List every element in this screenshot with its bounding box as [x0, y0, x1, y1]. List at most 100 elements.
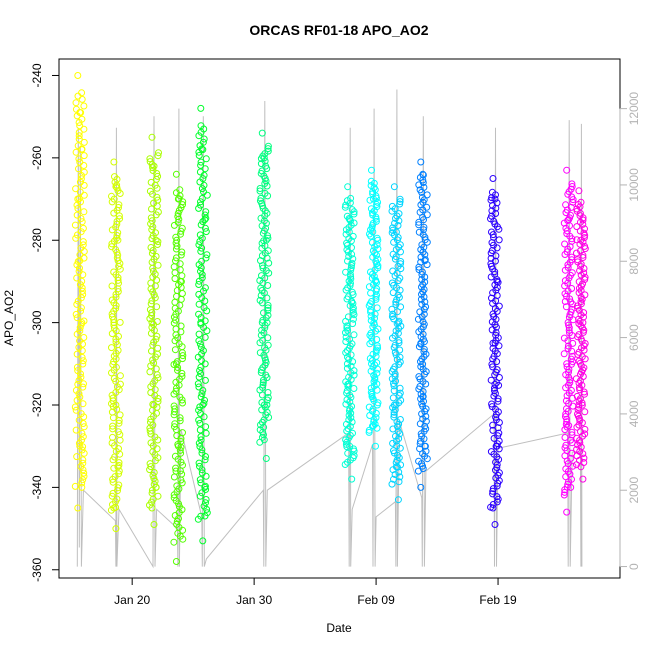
data-point: [71, 403, 79, 411]
data-point: [116, 411, 124, 419]
data-point: [574, 410, 581, 418]
data-point: [580, 459, 588, 466]
y-right-tick-label: 12000: [627, 92, 641, 126]
data-point: [76, 393, 84, 401]
data-point: [392, 301, 400, 308]
flight-group: [388, 183, 405, 504]
data-point: [577, 443, 585, 451]
data-point: [396, 444, 404, 452]
data-point: [567, 454, 575, 462]
data-point: [201, 456, 209, 464]
data-point: [177, 251, 185, 259]
data-point: [147, 439, 155, 447]
data-point: [493, 199, 501, 207]
data-point: [177, 438, 185, 445]
data-point: [147, 279, 155, 287]
flight-group: [572, 187, 589, 483]
data-point: [150, 521, 158, 528]
data-point: [373, 304, 381, 312]
data-point: [172, 558, 180, 565]
data-point: [368, 393, 376, 400]
data-point: [419, 171, 427, 179]
data-point: [372, 414, 380, 422]
data-point: [195, 383, 203, 391]
data-point: [171, 420, 179, 428]
data-point: [580, 454, 588, 462]
data-point: [76, 337, 84, 345]
data-point: [203, 251, 211, 259]
y-left-tick-label: -360: [30, 557, 44, 581]
data-point: [197, 433, 205, 441]
data-point: [350, 385, 358, 392]
data-point: [579, 220, 587, 228]
data-point: [78, 277, 86, 285]
data-point: [113, 232, 121, 239]
data-point: [423, 191, 431, 199]
data-point: [73, 453, 81, 461]
data-point: [196, 419, 204, 427]
data-point: [114, 236, 122, 244]
data-point: [577, 198, 585, 206]
data-point: [154, 344, 162, 352]
data-point: [196, 443, 204, 450]
y-left-tick-label: -240: [30, 63, 44, 87]
data-point: [256, 349, 264, 357]
data-point: [396, 286, 404, 294]
data-point: [568, 180, 576, 188]
data-point: [146, 368, 154, 376]
y-left-tick-label: -340: [30, 475, 44, 499]
data-point: [197, 221, 205, 229]
data-point: [374, 264, 382, 272]
data-point: [577, 322, 585, 330]
data-point: [344, 449, 352, 457]
data-point: [197, 122, 205, 130]
data-point: [347, 264, 355, 272]
data-point: [488, 188, 496, 196]
data-point: [389, 394, 397, 402]
flight-group: [256, 129, 273, 462]
data-point: [560, 350, 568, 358]
data-point: [372, 217, 380, 225]
y-right-tick-label: 4000: [627, 400, 641, 427]
data-point: [202, 486, 210, 493]
data-point: [108, 408, 116, 416]
data-point: [108, 192, 115, 200]
data-point: [78, 284, 86, 292]
data-point: [349, 232, 357, 240]
data-point: [198, 257, 206, 265]
data-point: [116, 372, 124, 380]
data-point: [573, 249, 580, 257]
data-point: [200, 135, 208, 143]
data-point: [419, 179, 427, 186]
data-point: [198, 350, 206, 358]
data-point: [372, 442, 379, 450]
data-point: [74, 72, 82, 79]
data-point: [109, 433, 116, 441]
data-point: [109, 361, 117, 368]
data-point: [488, 294, 495, 302]
data-point: [487, 448, 495, 456]
data-point: [77, 175, 85, 183]
data-point: [494, 397, 502, 405]
data-point: [178, 272, 186, 280]
data-point: [563, 248, 571, 256]
data-point: [568, 269, 576, 277]
data-point: [197, 198, 204, 206]
data-point: [175, 503, 183, 511]
data-point: [146, 427, 154, 435]
data-point: [488, 228, 495, 236]
data-point: [177, 322, 185, 330]
data-point: [368, 166, 375, 174]
data-point: [147, 300, 155, 308]
data-point: [149, 267, 157, 275]
data-point: [178, 248, 186, 256]
data-point: [256, 185, 264, 192]
data-point: [563, 483, 571, 491]
data-point: [567, 386, 575, 394]
data-point: [76, 281, 84, 289]
data-point: [146, 158, 154, 166]
data-point: [197, 247, 205, 255]
x-tick-label: Feb 19: [479, 593, 517, 607]
data-point: [391, 341, 399, 349]
data-point: [196, 367, 204, 374]
